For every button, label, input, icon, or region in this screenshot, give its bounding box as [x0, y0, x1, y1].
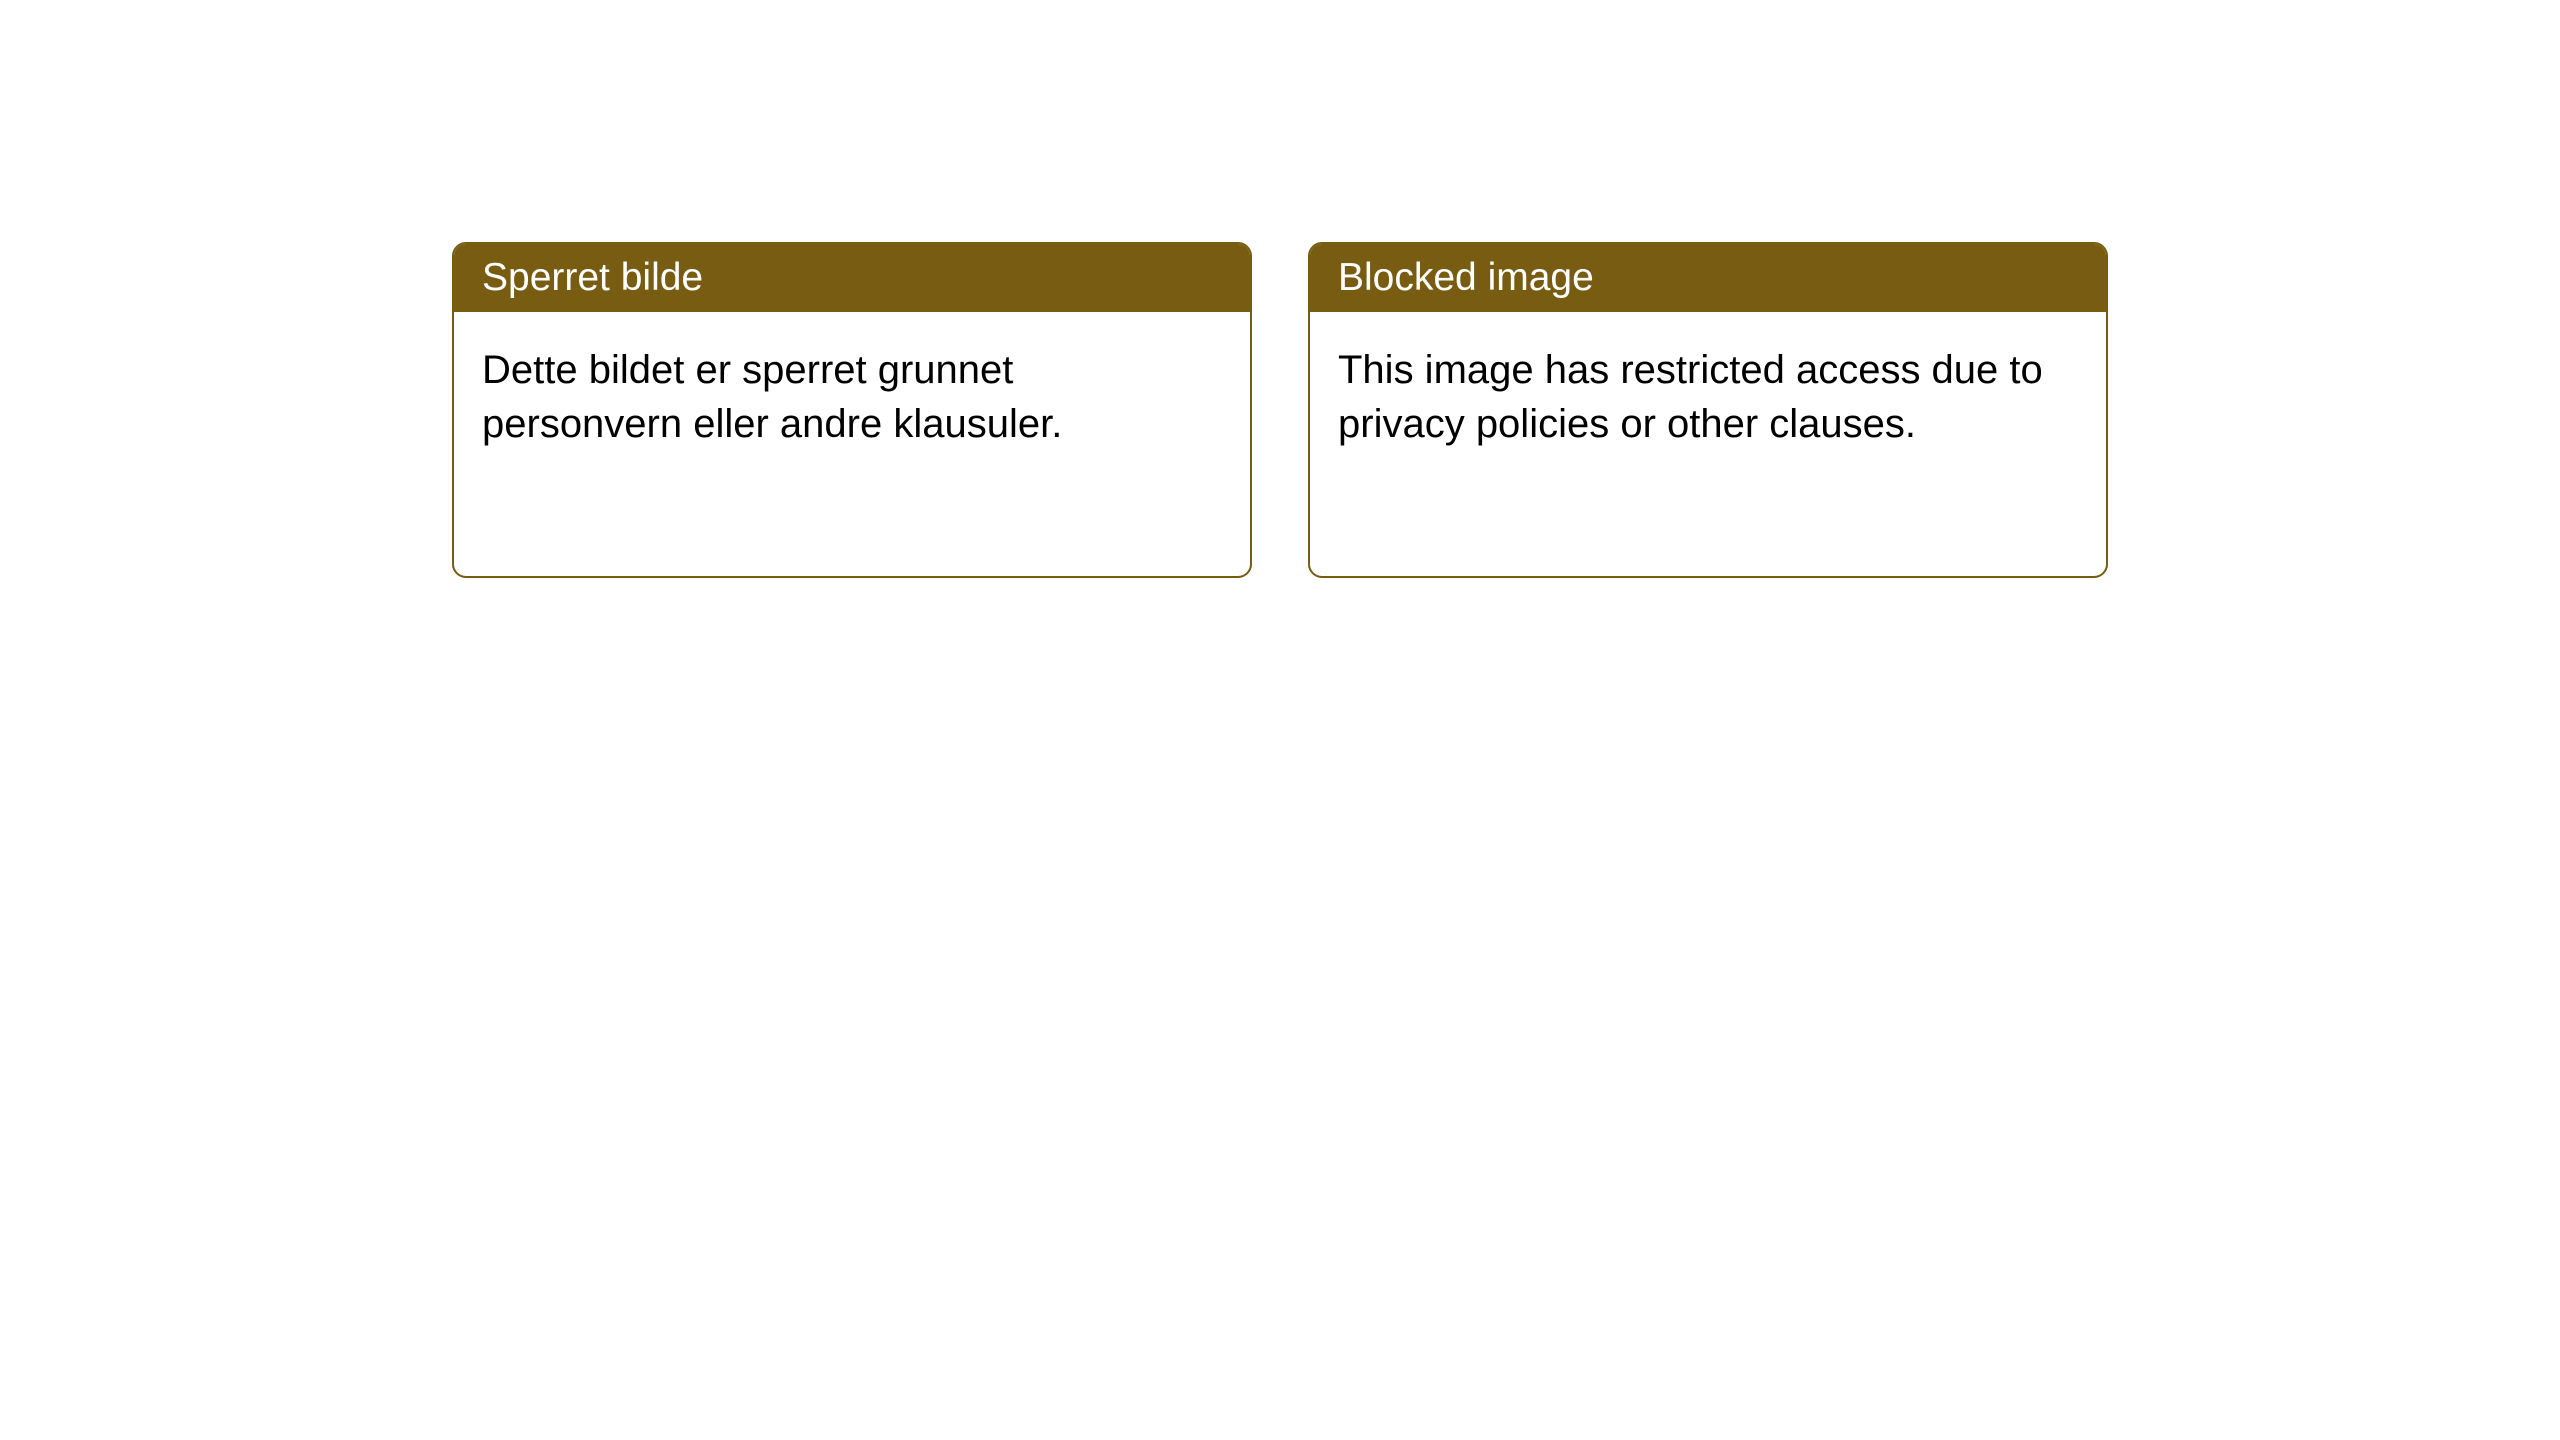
notice-card-en: Blocked image This image has restricted … — [1308, 242, 2108, 578]
card-header-no: Sperret bilde — [454, 244, 1250, 312]
card-title-no: Sperret bilde — [482, 256, 703, 299]
card-title-en: Blocked image — [1338, 256, 1594, 299]
card-text-no: Dette bildet er sperret grunnet personve… — [482, 348, 1062, 446]
notice-cards-container: Sperret bilde Dette bildet er sperret gr… — [452, 242, 2108, 578]
card-text-en: This image has restricted access due to … — [1338, 348, 2043, 446]
notice-card-no: Sperret bilde Dette bildet er sperret gr… — [452, 242, 1252, 578]
card-body-no: Dette bildet er sperret grunnet personve… — [454, 312, 1250, 483]
card-header-en: Blocked image — [1310, 244, 2106, 312]
card-body-en: This image has restricted access due to … — [1310, 312, 2106, 483]
